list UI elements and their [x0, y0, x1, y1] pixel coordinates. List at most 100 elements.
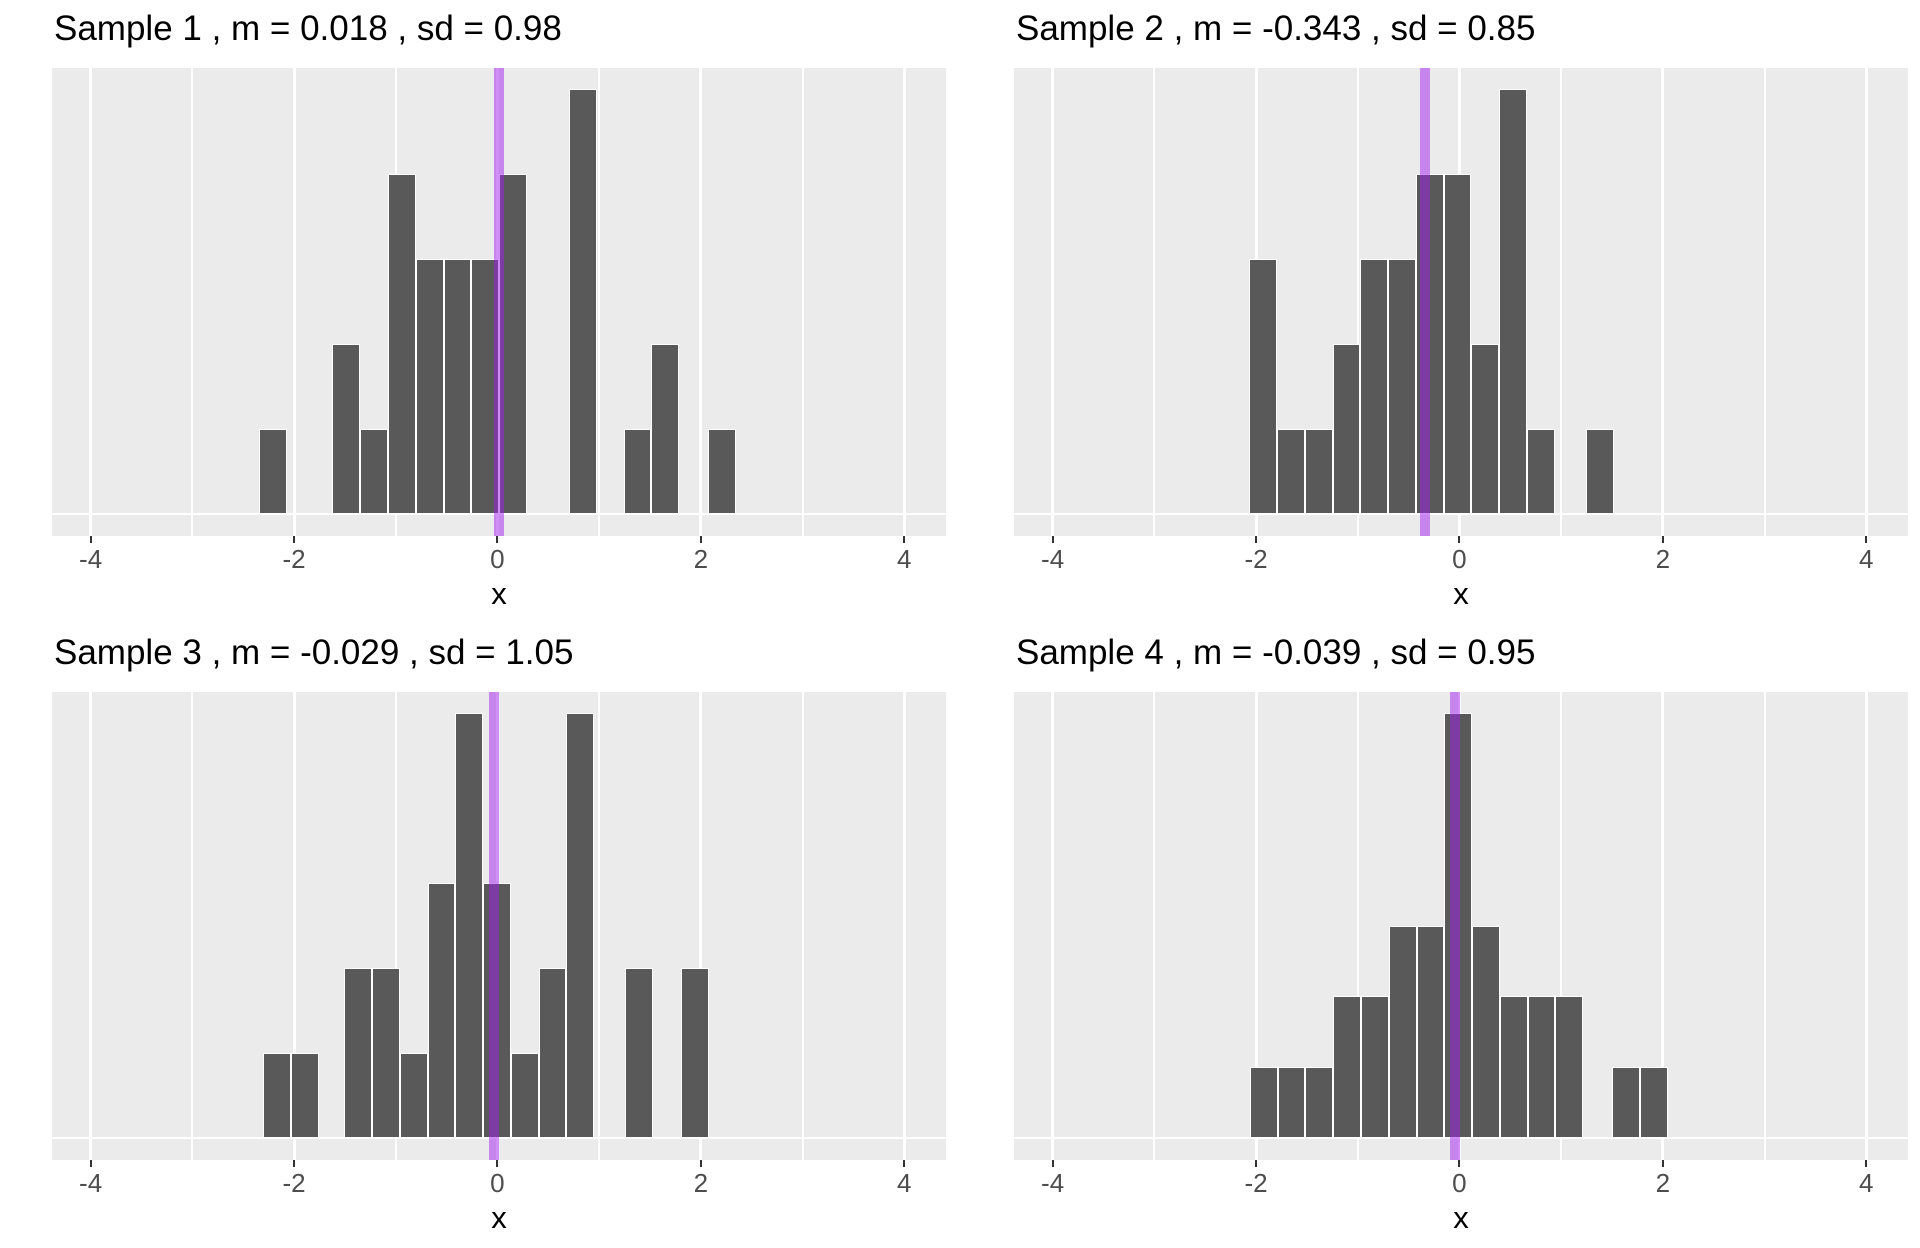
gridline-major — [292, 692, 296, 1160]
gridline-major — [699, 692, 703, 1160]
gridline-minor — [394, 692, 397, 1160]
gridline-major — [1661, 68, 1665, 536]
gridline-major — [89, 68, 93, 536]
histogram-bar — [568, 89, 597, 514]
plot-area — [1014, 68, 1908, 536]
gridline-major — [1864, 692, 1868, 1160]
gridline-major — [1254, 692, 1258, 1160]
x-tick-label: -2 — [1244, 544, 1268, 574]
x-axis-label: x — [491, 576, 507, 611]
x-tick-label: 0 — [490, 544, 505, 574]
gridline-minor — [191, 692, 194, 1160]
histogram-bar — [263, 1053, 292, 1138]
plot-area — [52, 68, 946, 536]
gridline-major — [292, 68, 296, 536]
axis-tick — [699, 536, 702, 543]
x-tick-label: 4 — [896, 544, 912, 574]
histogram-bar — [1332, 344, 1361, 514]
x-tick-label: -4 — [79, 544, 103, 574]
gridline-minor — [598, 692, 601, 1160]
axis-tick — [89, 1160, 92, 1167]
histogram-bar — [1472, 925, 1500, 1138]
axis-tick — [903, 1160, 906, 1167]
gridline-major — [89, 692, 93, 1160]
histogram-bar — [1277, 1067, 1306, 1138]
histogram-bar — [1249, 259, 1277, 514]
axis-tick — [1255, 536, 1257, 543]
histogram-bar — [332, 344, 361, 514]
plot-area — [52, 692, 946, 1160]
histogram-panel-sample-3: Sample 3 , m = -0.029 , sd = 1.05 x -4 -2… — [52, 624, 946, 1248]
histogram-bar — [1443, 174, 1472, 514]
axis-tick — [1661, 536, 1664, 543]
x-tick-label: 4 — [1858, 1168, 1874, 1198]
histogram-bar — [1305, 1067, 1334, 1138]
x-tick-label: -4 — [79, 1168, 103, 1198]
gridline-minor — [1763, 692, 1766, 1160]
gridline-major — [1051, 68, 1055, 536]
histogram-bar — [415, 259, 444, 514]
gridline-minor — [1560, 692, 1563, 1160]
mean-line — [1419, 68, 1430, 536]
histogram-panel-sample-1: Sample 1 , m = 0.018 , sd = 0.98 x -4 -2 0… — [52, 0, 946, 624]
histogram-bar — [360, 429, 388, 514]
x-tick-label: 4 — [1858, 544, 1874, 574]
histogram-bar — [1360, 259, 1389, 514]
histogram-bar — [1526, 429, 1555, 514]
mean-line — [494, 68, 505, 536]
axis-tick — [1661, 1160, 1664, 1167]
x-tick-label: 2 — [1655, 544, 1671, 574]
gridline-minor — [1560, 68, 1563, 536]
axis-tick — [1458, 536, 1461, 543]
histogram-bar — [455, 713, 484, 1138]
gridline-minor — [1153, 68, 1156, 536]
histogram-bar — [388, 174, 416, 514]
axis-tick — [903, 536, 906, 543]
x-tick-label: 2 — [693, 1168, 709, 1198]
histogram-bar — [708, 429, 737, 514]
histogram-panel-sample-2: Sample 2 , m = -0.343 , sd = 0.85 x -4 -2… — [1014, 0, 1908, 624]
gridline-minor — [801, 692, 804, 1160]
histogram-bar — [1388, 925, 1417, 1138]
histogram-bar — [1499, 89, 1527, 514]
panel-title: Sample 2 , m = -0.343 , sd = 0.85 — [1016, 9, 1536, 48]
histogram-bar — [1527, 996, 1556, 1138]
histogram-bar — [1585, 429, 1614, 514]
histogram-bar — [1388, 259, 1416, 514]
x-tick-label: 0 — [1452, 1168, 1467, 1198]
histogram-bar — [1333, 996, 1361, 1138]
histogram-bar — [258, 429, 287, 514]
axis-tick — [1865, 1160, 1868, 1167]
x-axis-label: x — [1453, 1200, 1469, 1235]
mean-line — [1450, 692, 1461, 1160]
histogram-bar — [1416, 925, 1445, 1138]
histogram-bar — [1249, 1067, 1278, 1138]
gridline-major — [699, 68, 703, 536]
x-tick-label: 2 — [1655, 1168, 1671, 1198]
histogram-bar — [538, 968, 567, 1138]
histogram-bar — [427, 883, 456, 1138]
gridline-major — [1864, 68, 1868, 536]
histogram-bar — [510, 1053, 539, 1138]
gridline-major — [1051, 692, 1055, 1160]
x-tick-label: -2 — [1244, 1168, 1268, 1198]
x-tick-label: -2 — [282, 544, 306, 574]
gridline-major — [902, 68, 906, 536]
gridline-major — [902, 692, 906, 1160]
mean-line — [489, 692, 500, 1160]
histogram-bar — [680, 968, 709, 1138]
axis-tick — [293, 1160, 295, 1167]
x-tick-label: 0 — [490, 1168, 505, 1198]
histogram-bar — [344, 968, 373, 1138]
x-axis-label: x — [1453, 576, 1469, 611]
axis-tick — [496, 536, 499, 543]
histogram-bar — [1640, 1067, 1668, 1138]
histogram-bar — [1555, 996, 1584, 1138]
gridline-minor — [1153, 692, 1156, 1160]
histogram-bar — [1499, 996, 1528, 1138]
panel-title: Sample 3 , m = -0.029 , sd = 1.05 — [54, 633, 574, 672]
x-tick-label: 0 — [1452, 544, 1467, 574]
axis-tick — [1051, 536, 1054, 543]
axis-tick — [293, 536, 295, 543]
gridline-major — [1661, 692, 1665, 1160]
